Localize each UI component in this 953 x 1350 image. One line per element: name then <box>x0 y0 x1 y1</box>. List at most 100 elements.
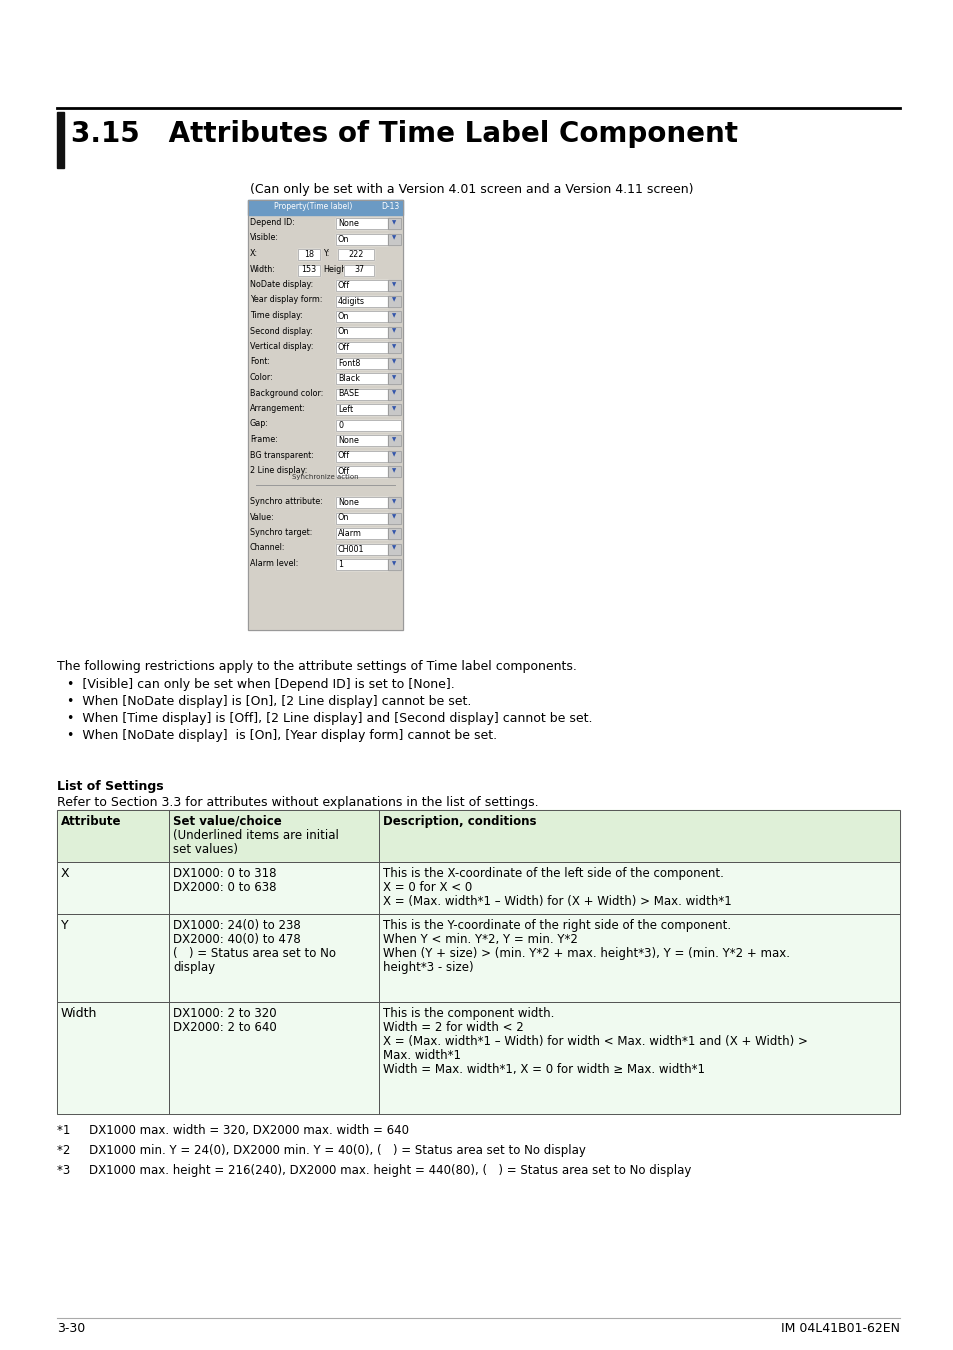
Bar <box>335 513 388 524</box>
Text: *2     DX1000 min. Y = 24(0), DX2000 min. Y = 40(0), (   ) = Status area set to : *2 DX1000 min. Y = 24(0), DX2000 min. Y … <box>57 1143 585 1157</box>
Text: (   ) = Status area set to No: ( ) = Status area set to No <box>172 946 335 960</box>
Text: D-13: D-13 <box>381 202 399 211</box>
Bar <box>335 559 388 570</box>
Text: *1     DX1000 max. width = 320, DX2000 max. width = 640: *1 DX1000 max. width = 320, DX2000 max. … <box>57 1125 409 1137</box>
Text: ▼: ▼ <box>392 437 396 441</box>
Bar <box>297 248 319 261</box>
Text: DX1000: 2 to 320: DX1000: 2 to 320 <box>172 1007 276 1021</box>
Text: Frame:: Frame: <box>250 435 277 444</box>
Bar <box>388 358 400 369</box>
Text: DX2000: 0 to 638: DX2000: 0 to 638 <box>172 882 276 894</box>
Bar <box>169 914 378 1002</box>
Text: Channel:: Channel: <box>250 544 285 552</box>
Text: When (Y + size) > (min. Y*2 + max. height*3), Y = (min. Y*2 + max.: When (Y + size) > (min. Y*2 + max. heigh… <box>382 946 789 960</box>
Bar <box>57 863 169 914</box>
Bar <box>388 342 400 352</box>
Bar <box>388 234 400 244</box>
Bar <box>335 279 388 292</box>
Text: ▼: ▼ <box>392 531 396 535</box>
Text: When Y < min. Y*2, Y = min. Y*2: When Y < min. Y*2, Y = min. Y*2 <box>382 933 578 946</box>
Text: Visible:: Visible: <box>250 234 278 243</box>
Text: None: None <box>337 436 358 446</box>
Bar <box>335 327 388 338</box>
Bar <box>335 544 388 555</box>
Bar <box>297 248 319 261</box>
Text: •  When [NoDate display]  is [On], [Year display form] cannot be set.: • When [NoDate display] is [On], [Year d… <box>67 729 497 742</box>
Bar <box>378 810 899 863</box>
Text: Refer to Section 3.3 for attributes without explanations in the list of settings: Refer to Section 3.3 for attributes with… <box>57 796 538 809</box>
Text: 222: 222 <box>348 250 363 259</box>
Bar <box>388 296 400 306</box>
Bar <box>335 420 400 431</box>
Text: 153: 153 <box>301 266 316 274</box>
Text: BG transparent:: BG transparent: <box>250 451 314 459</box>
Text: CH001: CH001 <box>337 544 364 554</box>
Text: NoDate display:: NoDate display: <box>250 279 313 289</box>
Bar <box>169 810 378 863</box>
Text: Width:: Width: <box>250 265 275 274</box>
Bar <box>388 559 400 570</box>
Text: 37: 37 <box>354 266 364 274</box>
Bar <box>335 435 388 446</box>
Bar <box>388 310 400 323</box>
Bar <box>335 435 388 446</box>
Bar <box>378 914 899 1002</box>
Bar <box>335 528 388 539</box>
Bar <box>169 863 378 914</box>
Text: None: None <box>337 498 358 508</box>
Bar <box>388 513 400 524</box>
Bar <box>388 358 400 369</box>
Text: Year display form:: Year display form: <box>250 296 322 305</box>
Bar <box>388 544 400 555</box>
Bar <box>335 234 388 244</box>
Bar <box>388 466 400 477</box>
Bar <box>388 559 400 570</box>
Bar <box>335 217 388 230</box>
Text: Width: Width <box>61 1007 97 1021</box>
Text: Vertical display:: Vertical display: <box>250 342 314 351</box>
Bar <box>378 1002 899 1114</box>
Bar <box>335 310 388 323</box>
Text: ▼: ▼ <box>392 390 396 396</box>
Text: 3.15   Attributes of Time Label Component: 3.15 Attributes of Time Label Component <box>71 120 738 148</box>
Text: ▼: ▼ <box>392 220 396 225</box>
Text: DX2000: 40(0) to 478: DX2000: 40(0) to 478 <box>172 933 300 946</box>
Bar <box>248 200 402 630</box>
Bar <box>335 389 388 400</box>
Bar <box>169 914 378 1002</box>
Bar <box>169 1002 378 1114</box>
Text: Alarm: Alarm <box>337 529 361 539</box>
Text: IM 04L41B01-62EN: IM 04L41B01-62EN <box>781 1322 899 1335</box>
Bar <box>337 248 374 261</box>
Text: 4digits: 4digits <box>337 297 365 305</box>
Text: (Can only be set with a Version 4.01 screen and a Version 4.11 screen): (Can only be set with a Version 4.01 scr… <box>250 184 693 196</box>
Text: None: None <box>337 219 358 228</box>
Bar <box>335 497 388 508</box>
Bar <box>388 279 400 292</box>
Bar <box>388 435 400 446</box>
Text: On: On <box>337 513 349 522</box>
Text: ▼: ▼ <box>392 514 396 520</box>
Text: This is the component width.: This is the component width. <box>382 1007 554 1021</box>
Bar <box>335 373 388 383</box>
Text: ▼: ▼ <box>392 452 396 458</box>
Bar <box>388 373 400 383</box>
Text: ▼: ▼ <box>392 500 396 504</box>
Bar <box>57 1002 169 1114</box>
Text: Width = Max. width*1, X = 0 for width ≥ Max. width*1: Width = Max. width*1, X = 0 for width ≥ … <box>382 1062 704 1076</box>
Bar <box>297 265 319 275</box>
Bar <box>388 373 400 383</box>
Text: set values): set values) <box>172 842 237 856</box>
Bar <box>335 404 388 414</box>
Bar <box>388 310 400 323</box>
Text: Y:: Y: <box>323 248 329 258</box>
Bar <box>337 248 374 261</box>
Text: List of Settings: List of Settings <box>57 780 164 792</box>
Text: This is the X-coordinate of the left side of the component.: This is the X-coordinate of the left sid… <box>382 867 723 880</box>
Bar <box>248 200 402 215</box>
Bar <box>57 863 169 914</box>
Bar <box>335 544 388 555</box>
Bar <box>388 528 400 539</box>
Bar <box>388 404 400 414</box>
Bar <box>335 358 388 369</box>
